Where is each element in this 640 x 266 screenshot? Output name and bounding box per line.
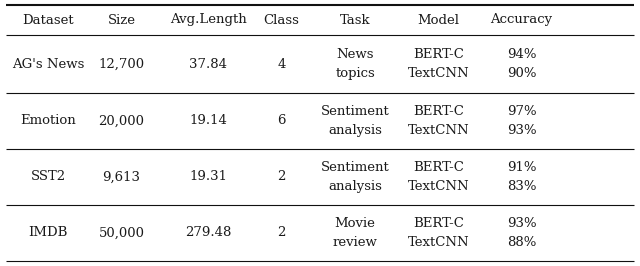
Text: 93%: 93% [507,124,536,137]
Text: 37.84: 37.84 [189,57,227,70]
Text: 91%: 91% [507,161,536,174]
Text: analysis: analysis [328,180,382,193]
Text: BERT-C: BERT-C [413,105,464,118]
Text: 6: 6 [277,114,286,127]
Text: Avg.Length: Avg.Length [170,14,246,27]
Text: 2: 2 [277,227,286,239]
Text: 93%: 93% [507,217,536,230]
Text: analysis: analysis [328,124,382,137]
Text: topics: topics [335,67,375,80]
Text: 90%: 90% [507,67,536,80]
Text: 4: 4 [277,57,286,70]
Text: Movie: Movie [335,217,376,230]
Text: 2: 2 [277,171,286,184]
Text: 97%: 97% [507,105,536,118]
Text: TextCNN: TextCNN [408,180,469,193]
Text: Size: Size [108,14,136,27]
Text: News: News [337,48,374,61]
Text: AG's News: AG's News [12,57,84,70]
Text: Sentiment: Sentiment [321,105,390,118]
Text: 83%: 83% [507,180,536,193]
Text: Dataset: Dataset [22,14,74,27]
Text: TextCNN: TextCNN [408,67,469,80]
Text: Task: Task [340,14,371,27]
Text: IMDB: IMDB [28,227,68,239]
Text: Class: Class [264,14,300,27]
Text: Sentiment: Sentiment [321,161,390,174]
Text: TextCNN: TextCNN [408,236,469,249]
Text: review: review [333,236,378,249]
Text: BERT-C: BERT-C [413,217,464,230]
Text: 20,000: 20,000 [99,114,145,127]
Text: Accuracy: Accuracy [490,14,553,27]
Text: Emotion: Emotion [20,114,76,127]
Text: 19.31: 19.31 [189,171,227,184]
Text: TextCNN: TextCNN [408,124,469,137]
Text: 94%: 94% [507,48,536,61]
Text: BERT-C: BERT-C [413,48,464,61]
Text: 279.48: 279.48 [185,227,231,239]
Text: 88%: 88% [507,236,536,249]
Text: 19.14: 19.14 [189,114,227,127]
Text: SST2: SST2 [31,171,65,184]
Text: 50,000: 50,000 [99,227,145,239]
Text: 12,700: 12,700 [99,57,145,70]
Text: BERT-C: BERT-C [413,161,464,174]
Text: Model: Model [417,14,460,27]
Text: 9,613: 9,613 [102,171,141,184]
